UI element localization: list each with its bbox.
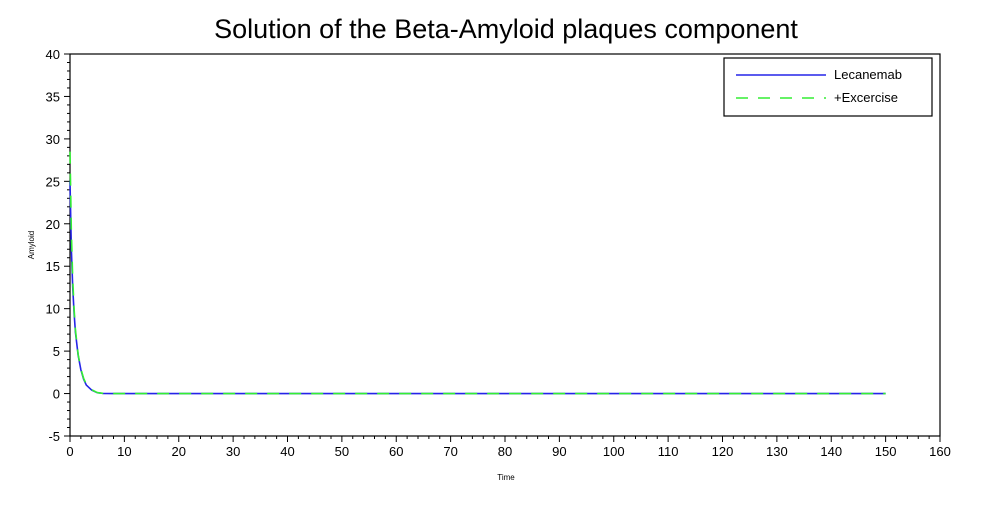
y-tick-label: 40	[46, 47, 60, 62]
y-tick-label: 25	[46, 174, 60, 189]
y-tick-label: 5	[53, 344, 60, 359]
legend-label-excercise: +Excercise	[834, 90, 898, 105]
x-tick-label: 130	[766, 444, 788, 459]
legend-label-lecanemab: Lecanemab	[834, 67, 902, 82]
series-line-excercise	[69, 151, 886, 395]
y-tick-label: -5	[48, 429, 60, 444]
x-tick-label: 40	[280, 444, 294, 459]
y-tick-label: 0	[53, 387, 60, 402]
x-tick-label: 90	[552, 444, 566, 459]
x-tick-label: 120	[712, 444, 734, 459]
x-tick-label: 70	[443, 444, 457, 459]
axis-ticks: 0 10 20 30 40 50 60 70 80 90 100 110 120 130 140 150 160…	[46, 47, 951, 459]
x-axis-label: Time	[497, 473, 515, 482]
x-tick-label: 80	[498, 444, 512, 459]
x-tick-label: 140	[820, 444, 842, 459]
y-tick-label: 30	[46, 132, 60, 147]
x-tick-label: 100	[603, 444, 625, 459]
x-tick-label: 160	[929, 444, 951, 459]
series-line-lecanemab	[69, 181, 886, 395]
y-tick-label: 15	[46, 259, 60, 274]
x-tick-label: 0	[66, 444, 73, 459]
x-tick-label: 60	[389, 444, 403, 459]
y-tick-label: 35	[46, 89, 60, 104]
x-tick-label: 50	[335, 444, 349, 459]
legend: Lecanemab +Excercise	[723, 57, 933, 117]
y-axis-label: Amyloid	[27, 231, 36, 259]
y-tick-label: 20	[46, 217, 60, 232]
series-lines	[69, 151, 886, 395]
y-tick-label: 10	[46, 302, 60, 317]
legend-box	[723, 57, 933, 117]
x-tick-label: 10	[117, 444, 131, 459]
x-tick-label: 110	[658, 444, 679, 459]
x-tick-label: 150	[875, 444, 897, 459]
chart-title: Solution of the Beta-Amyloid plaques com…	[214, 14, 798, 44]
x-tick-label: 20	[172, 444, 186, 459]
x-tick-label: 30	[226, 444, 240, 459]
